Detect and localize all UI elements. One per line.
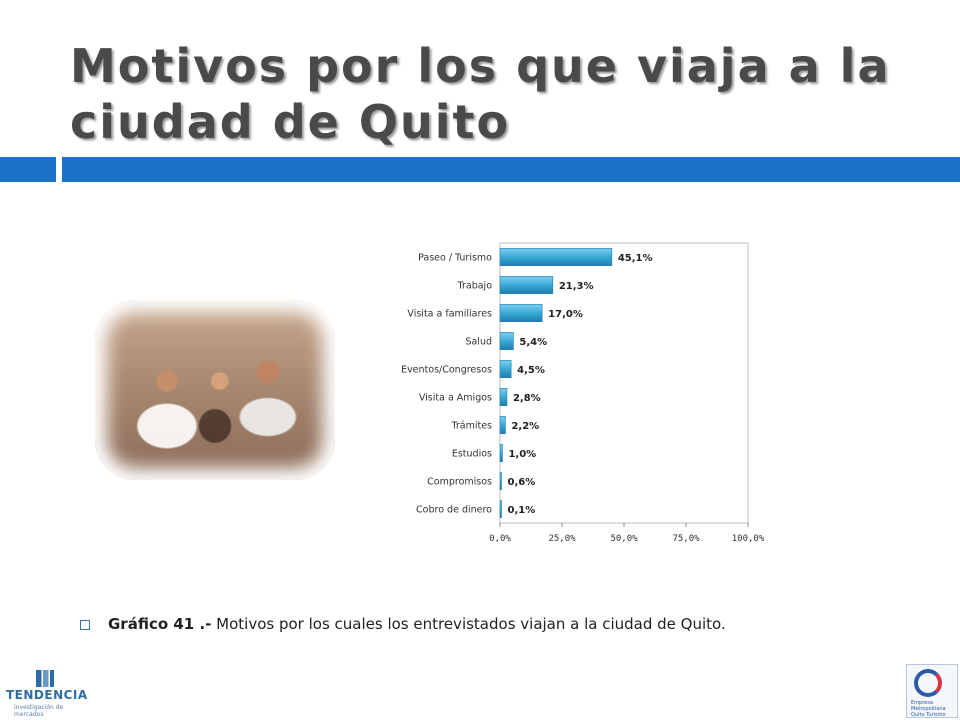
data-label: 5,4% — [519, 337, 547, 348]
accent-bar-main — [62, 157, 960, 182]
category-label: Compromisos — [427, 477, 492, 488]
x-tick-label: 50,0% — [610, 534, 638, 544]
tendencia-logo: TENDENCIA investigación de mercados — [4, 670, 88, 718]
bar — [499, 248, 613, 266]
data-label: 2,2% — [511, 421, 539, 432]
data-label: 2,8% — [513, 393, 541, 404]
motives-bar-chart: Paseo / Turismo 45,1% Trabajo 21,3% Visita a… — [401, 242, 765, 544]
data-label: 0,1% — [508, 505, 536, 516]
quito-turismo-logo: Empresa Metropolitana Quito Turismo — [906, 664, 958, 718]
bar — [499, 416, 506, 434]
bar — [499, 500, 502, 518]
category-label: Eventos/Congresos — [401, 365, 492, 376]
x-tick-label: 100,0% — [732, 534, 765, 544]
caption-bold: Gráfico 41 .- — [108, 615, 212, 633]
tendencia-logo-text: TENDENCIA — [6, 688, 88, 702]
bar — [499, 304, 543, 322]
caption-text: Motivos por los cuales los entrevistados… — [211, 615, 726, 633]
building-icon — [36, 670, 54, 687]
category-label: Salud — [465, 337, 492, 348]
quito-turismo-logo-text: Empresa Metropolitana Quito Turismo — [911, 700, 946, 718]
chart-caption: Gráfico 41 .- Motivos por los cuales los… — [80, 615, 726, 633]
category-label: Paseo / Turismo — [418, 253, 492, 264]
category-label: Estudios — [452, 449, 492, 460]
x-tick-label: 25,0% — [548, 534, 576, 544]
data-label: 21,3% — [559, 281, 594, 292]
bar — [499, 360, 512, 378]
bullet-icon — [80, 619, 90, 630]
category-label: Cobro de dinero — [416, 505, 492, 516]
bar — [499, 332, 514, 350]
data-label: 4,5% — [517, 365, 545, 376]
data-label: 1,0% — [508, 449, 536, 460]
tourists-photo — [95, 300, 335, 480]
data-label: 0,6% — [508, 477, 536, 488]
category-label: Visita a Amigos — [419, 393, 492, 404]
data-label: 45,1% — [618, 253, 653, 264]
accent-bar-left — [0, 157, 56, 182]
bar — [499, 276, 554, 294]
quito-turismo-emblem-icon — [914, 669, 942, 697]
tendencia-logo-subtext: investigación de mercados — [14, 704, 64, 718]
bar — [499, 388, 508, 406]
x-tick-label: 0,0% — [489, 534, 511, 544]
data-label: 17,0% — [548, 309, 583, 320]
bar — [499, 444, 503, 462]
slide-title: Motivos por los que viaja a la ciudad de… — [70, 39, 891, 149]
category-label: Trámites — [450, 421, 492, 432]
category-label: Trabajo — [457, 281, 493, 292]
category-label: Visita a familiares — [407, 309, 492, 320]
x-tick-label: 75,0% — [672, 534, 700, 544]
bar — [499, 472, 502, 490]
